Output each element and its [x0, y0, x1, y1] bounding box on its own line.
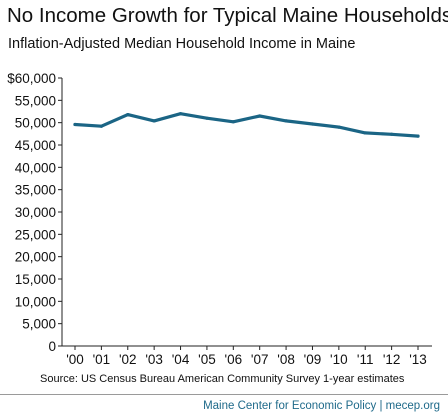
series-line: [73, 112, 420, 138]
data-point: [416, 134, 420, 138]
data-point: [178, 112, 183, 116]
x-tick-label: '02: [119, 352, 137, 367]
data-point: [284, 119, 288, 123]
x-tick-label: '12: [383, 352, 401, 367]
x-tick-label: '08: [277, 352, 295, 367]
chart-title: No Income Growth for Typical Maine House…: [7, 4, 448, 27]
x-tick-label: '07: [251, 352, 269, 367]
y-tick-label: 20,000: [15, 250, 56, 265]
y-tick-label: 35,000: [15, 183, 56, 198]
y-tick-label: 0: [48, 339, 56, 354]
y-tick-label: $60,000: [7, 71, 56, 86]
x-tick-label: '13: [409, 352, 427, 367]
x-axis-ticks: '00 '01 '02 '03 '04 '05 '06 '07 '08 '09 '10 '11 '12 '…: [66, 346, 427, 367]
x-tick-label: '03: [145, 352, 163, 367]
y-axis-ticks: $60,000 55,000 50,000 45,000 40,000 35,000 30,…: [7, 71, 62, 354]
footer-divider: [0, 394, 448, 395]
y-tick-label: 10,000: [15, 294, 56, 309]
y-tick-label: 30,000: [15, 205, 56, 220]
y-tick-label: 50,000: [15, 116, 56, 131]
data-point: [337, 125, 341, 129]
x-tick-label: '10: [330, 352, 348, 367]
y-tick-label: 45,000: [15, 138, 56, 153]
data-point: [310, 122, 315, 126]
y-tick-label: 40,000: [15, 160, 56, 175]
x-tick-label: '06: [225, 352, 243, 367]
data-point: [363, 131, 367, 135]
data-point: [126, 113, 130, 117]
data-point: [390, 132, 394, 136]
chart-source-note: Source: US Census Bureau American Commun…: [40, 373, 405, 385]
data-point: [231, 120, 235, 124]
footer-credit: Maine Center for Economic Policy | mecep…: [203, 400, 440, 412]
data-point: [99, 124, 103, 128]
data-point: [205, 116, 209, 120]
data-point: [152, 119, 156, 123]
y-tick-label: 15,000: [15, 272, 56, 287]
x-tick-label: '01: [93, 352, 111, 367]
chart-subtitle: Inflation-Adjusted Median Household Inco…: [8, 36, 356, 52]
y-tick-label: 55,000: [15, 93, 56, 108]
x-tick-label: '04: [172, 352, 190, 367]
x-tick-label: '09: [304, 352, 322, 367]
y-tick-label: 5,000: [22, 317, 56, 332]
series-group: [73, 112, 420, 138]
x-tick-label: '05: [198, 352, 216, 367]
x-tick-label: '11: [357, 352, 374, 367]
data-point: [258, 114, 262, 118]
y-tick-label: 25,000: [15, 227, 56, 242]
data-point: [73, 122, 77, 127]
x-tick-label: '00: [66, 352, 84, 367]
